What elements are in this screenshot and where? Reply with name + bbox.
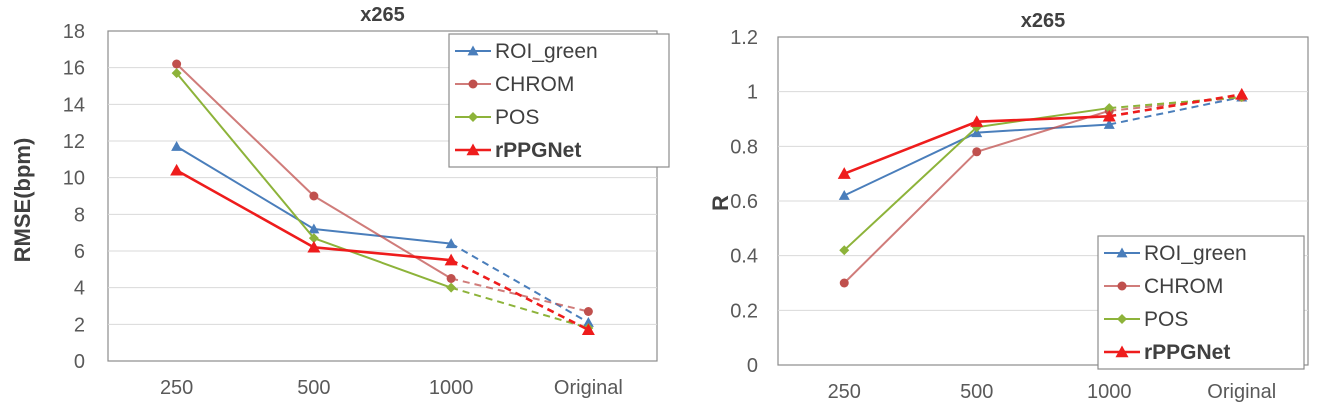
data-point-chrom (309, 191, 319, 201)
y-tick-label: 6 (74, 241, 85, 263)
series-roi-green (171, 141, 594, 327)
y-tick-label: 0.4 (730, 246, 758, 268)
legend-label: rPPGNet (495, 139, 581, 162)
y-tick-label: 18 (63, 21, 85, 43)
data-point-roi-green (171, 141, 183, 151)
data-point-rppgnet (1235, 87, 1249, 100)
series-dashed-line-rppgnet (450, 259, 589, 331)
data-point-roi-green (445, 238, 457, 249)
legend-item-chrom: CHROM (455, 73, 574, 96)
y-tick-label: 10 (63, 168, 85, 190)
y-tick-label: 4 (74, 278, 85, 300)
x-tick-label: 1000 (1087, 381, 1132, 403)
legend-label: rPPGNet (1144, 341, 1230, 364)
data-point-chrom (172, 59, 182, 69)
data-point-rppgnet (970, 115, 984, 127)
x-tick-label: 500 (297, 377, 330, 399)
legend-item-chrom: CHROM (1104, 275, 1223, 298)
x-tick-label: Original (554, 377, 623, 399)
data-point-chrom (972, 147, 982, 157)
data-point-rppgnet (444, 253, 458, 266)
data-point-roi-green (308, 223, 320, 234)
legend-item-pos: POS (455, 106, 539, 129)
legend: ROI_green CHROM POS rPPGNet (1097, 235, 1305, 370)
series-dashed-line-roi-green (1109, 96, 1242, 126)
data-point-rppgnet (581, 323, 595, 336)
legend-marker (468, 79, 478, 89)
series-rppgnet (170, 163, 595, 336)
data-point-roi-green (582, 317, 594, 327)
x-tick-label: 500 (960, 381, 993, 403)
data-point-chrom (583, 307, 593, 316)
data-point-rppgnet (170, 163, 184, 176)
data-point-pos (171, 68, 182, 79)
x-tick-label: 1000 (429, 377, 474, 399)
legend-marker (1115, 345, 1129, 358)
data-point-pos (446, 282, 457, 293)
y-tick-label: 1 (747, 82, 758, 104)
data-point-roi-green (1103, 118, 1115, 129)
x-tick-label: 250 (160, 377, 193, 399)
legend-box (448, 33, 670, 168)
legend-item-rppgnet: rPPGNet (1104, 341, 1230, 364)
series-dashed-line-rppgnet (1109, 93, 1242, 118)
legend-marker (1116, 247, 1128, 258)
y-tick-label: 14 (63, 94, 85, 116)
data-point-roi-green (838, 190, 850, 200)
legend-marker (1117, 314, 1127, 324)
x-tick-label: Original (1207, 381, 1276, 403)
legend-item-pos: POS (1104, 308, 1188, 331)
chart-title: x265 (1021, 10, 1066, 32)
data-point-rppgnet (1102, 109, 1116, 122)
chart-title: x265 (360, 4, 405, 26)
legend-box (1097, 235, 1305, 370)
y-tick-label: 16 (63, 58, 85, 80)
legend-marker (466, 143, 480, 156)
series-dashed-line-roi-green (450, 242, 589, 324)
data-point-chrom (839, 278, 849, 288)
series-chrom (172, 59, 593, 316)
y-tick-label: 2 (74, 314, 85, 336)
legend-label: POS (1144, 308, 1188, 331)
r-chart: 0 0.2 0.4 0.6 0.8 1 1.2 250 500 1000 Original x265 R… (708, 10, 1309, 403)
legend-item-rppgnet: rPPGNet (455, 139, 581, 162)
y-tick-label: 8 (74, 204, 85, 226)
series-rppgnet (837, 87, 1249, 179)
legend-label: POS (495, 106, 539, 129)
y-tick-label: 0 (74, 351, 85, 373)
y-tick-label: 0.6 (730, 191, 758, 213)
data-point-pos (1104, 103, 1115, 114)
legend-item-roi-green: ROI_green (455, 40, 598, 63)
legend-label: ROI_green (1144, 242, 1247, 265)
legend-item-roi-green: ROI_green (1104, 242, 1247, 265)
y-tick-label: 1.2 (730, 27, 758, 49)
legend: ROI_green CHROM POS rPPGNet (448, 33, 670, 168)
legend-marker (468, 112, 478, 122)
y-tick-label: 0 (747, 355, 758, 377)
legend-marker (467, 45, 479, 56)
y-axis-label: RMSE(bpm) (10, 138, 35, 263)
data-point-rppgnet (837, 167, 851, 179)
legend-label: ROI_green (495, 40, 598, 63)
data-point-pos (839, 245, 850, 256)
y-tick-label: 0.8 (730, 136, 758, 158)
data-point-pos (308, 233, 319, 244)
rmse-chart: 0 2 4 6 8 10 12 14 16 18 250 500 1000 Original x265 RMS… (10, 4, 670, 399)
legend-label: CHROM (1144, 275, 1223, 298)
legend-label: CHROM (495, 73, 574, 96)
y-tick-label: 0.2 (730, 300, 758, 322)
y-axis-label: R (708, 195, 733, 211)
data-point-chrom (446, 274, 456, 283)
x-tick-label: 250 (828, 381, 861, 403)
y-tick-label: 12 (63, 131, 85, 153)
legend-marker (1117, 281, 1127, 291)
data-point-rppgnet (307, 240, 321, 253)
